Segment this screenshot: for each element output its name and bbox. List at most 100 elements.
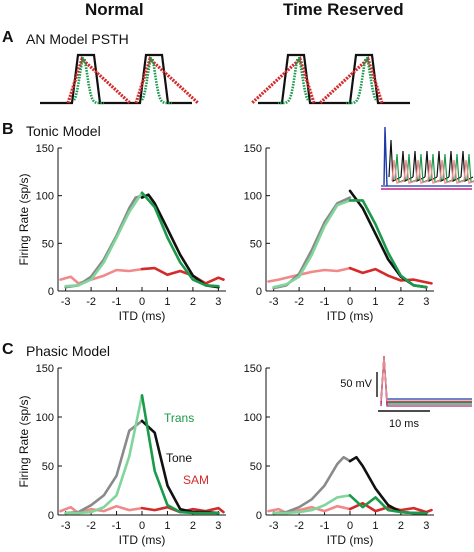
series-line-gray bbox=[272, 196, 352, 290]
y-tick-label: 150 bbox=[36, 363, 54, 375]
x-tick-label: 1 bbox=[164, 520, 170, 532]
y-tick-label: 50 bbox=[250, 238, 262, 250]
inset-phasic-trace bbox=[380, 355, 472, 403]
x-tick-label: 1 bbox=[372, 296, 378, 308]
y-tick-label: 0 bbox=[48, 510, 54, 522]
inset-red-spikes bbox=[391, 159, 474, 184]
x-tick-label: 1 bbox=[372, 520, 378, 532]
panel-title-b: Tonic Model bbox=[26, 123, 101, 139]
y-tick-label: 0 bbox=[48, 286, 54, 298]
series-line-trans_light bbox=[64, 191, 144, 288]
panel-title-c: Phasic Model bbox=[26, 343, 111, 359]
y-tick-label: 50 bbox=[42, 238, 54, 250]
x-tick-label: -3 bbox=[269, 296, 279, 308]
y-tick-label: 100 bbox=[36, 191, 54, 203]
x-tick-label: 3 bbox=[215, 296, 221, 308]
legend-sam: SAM bbox=[183, 473, 209, 487]
inset-tonic-traces bbox=[381, 126, 474, 190]
x-tick-label: 0 bbox=[139, 296, 145, 308]
x-tick-label: -1 bbox=[112, 296, 122, 308]
legend-trans: Trans bbox=[164, 411, 194, 425]
inset-phasic-trace bbox=[380, 355, 472, 405]
y-tick-label: 150 bbox=[244, 363, 262, 375]
inset-phasic-trace bbox=[380, 355, 472, 400]
psth-trans-trace bbox=[72, 56, 172, 105]
inset-blue-spike bbox=[383, 126, 388, 187]
x-tick-label: -2 bbox=[86, 520, 96, 532]
y-tick-label: 0 bbox=[256, 510, 262, 522]
column-title-time-reserved: Time Reserved bbox=[283, 0, 404, 19]
panel-title-a: AN Model PSTH bbox=[26, 31, 129, 47]
series-line-sam_light bbox=[59, 267, 144, 285]
y-axis-label: Firing Rate (sp/s) bbox=[17, 173, 31, 265]
series-line-sam bbox=[348, 266, 433, 285]
x-tick-label: 3 bbox=[423, 520, 429, 532]
x-tick-label: -1 bbox=[320, 520, 330, 532]
panel-letter-b: B bbox=[2, 121, 14, 138]
x-tick-label: 3 bbox=[423, 296, 429, 308]
x-tick-label: 3 bbox=[215, 520, 221, 532]
series-line-gray bbox=[272, 455, 352, 515]
x-tick-label: -3 bbox=[61, 520, 71, 532]
scalebar-voltage-label: 50 mV bbox=[340, 378, 372, 390]
series-line-trans_light bbox=[64, 394, 144, 515]
series-line-sam_light bbox=[267, 266, 352, 283]
x-tick-label: 1 bbox=[164, 296, 170, 308]
x-tick-label: -3 bbox=[269, 520, 279, 532]
x-tick-label: 0 bbox=[347, 296, 353, 308]
y-tick-label: 150 bbox=[244, 143, 262, 155]
y-axis-label: Firing Rate (sp/s) bbox=[17, 395, 31, 487]
y-tick-label: 100 bbox=[36, 412, 54, 424]
x-axis-label: ITD (ms) bbox=[327, 309, 374, 323]
x-tick-label: -1 bbox=[320, 296, 330, 308]
y-tick-label: 100 bbox=[244, 412, 262, 424]
y-tick-label: 100 bbox=[244, 191, 262, 203]
rate-itd-plot-c-normal: 0 50 100 150 -3 -2 -1 0 1 2 3 ITD (ms) Firing Rate (… bbox=[17, 363, 226, 547]
series-line-tone bbox=[140, 193, 220, 289]
psth-sam-trace bbox=[250, 56, 384, 105]
x-tick-label: -1 bbox=[112, 520, 122, 532]
psth-tone-trace bbox=[40, 53, 192, 105]
x-tick-label: -2 bbox=[294, 520, 304, 532]
x-axis-label: ITD (ms) bbox=[327, 533, 374, 547]
psth-sam-trace bbox=[66, 56, 200, 105]
inset-black-spikes bbox=[388, 139, 474, 182]
series-line-trans_light bbox=[272, 494, 352, 515]
x-tick-label: -3 bbox=[61, 296, 71, 308]
series-line-trans bbox=[140, 394, 220, 515]
rate-itd-plot-b-normal: 0 50 100 150 -3 -2 -1 0 1 2 3 ITD (ms) Firing Rate (… bbox=[17, 143, 226, 323]
x-tick-label: 2 bbox=[190, 296, 196, 308]
series-line-sam bbox=[140, 266, 225, 285]
psth-traces-reserved bbox=[250, 53, 410, 105]
inset-green-spikes bbox=[394, 153, 474, 183]
rate-itd-plot-c-reserved: 0 50 100 150 -3 -2 -1 0 1 2 3 ITD (ms) bbox=[244, 363, 434, 547]
x-tick-label: 2 bbox=[398, 520, 404, 532]
x-tick-label: -2 bbox=[86, 296, 96, 308]
x-tick-label: 0 bbox=[139, 520, 145, 532]
y-tick-label: 150 bbox=[36, 143, 54, 155]
psth-tone-trace bbox=[258, 53, 410, 105]
inset-phasic-trace bbox=[380, 355, 472, 402]
x-tick-label: 2 bbox=[190, 520, 196, 532]
panel-letter-a: A bbox=[2, 29, 14, 46]
x-tick-label: -2 bbox=[294, 296, 304, 308]
x-tick-label: 0 bbox=[347, 520, 353, 532]
x-axis-label: ITD (ms) bbox=[119, 309, 166, 323]
rate-itd-plot-b-reserved: 0 50 100 150 -3 -2 -1 0 1 2 3 ITD (ms) bbox=[244, 143, 434, 323]
x-tick-label: 2 bbox=[398, 296, 404, 308]
series-line-gray bbox=[64, 419, 144, 515]
panel-letter-c: C bbox=[2, 341, 14, 358]
legend-tone: Tone bbox=[166, 451, 192, 465]
y-tick-label: 50 bbox=[42, 461, 54, 473]
psth-trans-trace bbox=[278, 56, 378, 105]
x-axis-label: ITD (ms) bbox=[119, 533, 166, 547]
scalebar-time-label: 10 ms bbox=[389, 418, 419, 430]
series-line-sam_light bbox=[267, 504, 352, 515]
y-tick-label: 0 bbox=[256, 286, 262, 298]
inset-phasic-traces: 50 mV 10 ms bbox=[340, 355, 472, 430]
series-line-trans bbox=[348, 199, 428, 289]
series-line-trans_light bbox=[272, 199, 352, 289]
series-line-trans bbox=[140, 191, 220, 288]
column-title-normal: Normal bbox=[85, 0, 144, 19]
